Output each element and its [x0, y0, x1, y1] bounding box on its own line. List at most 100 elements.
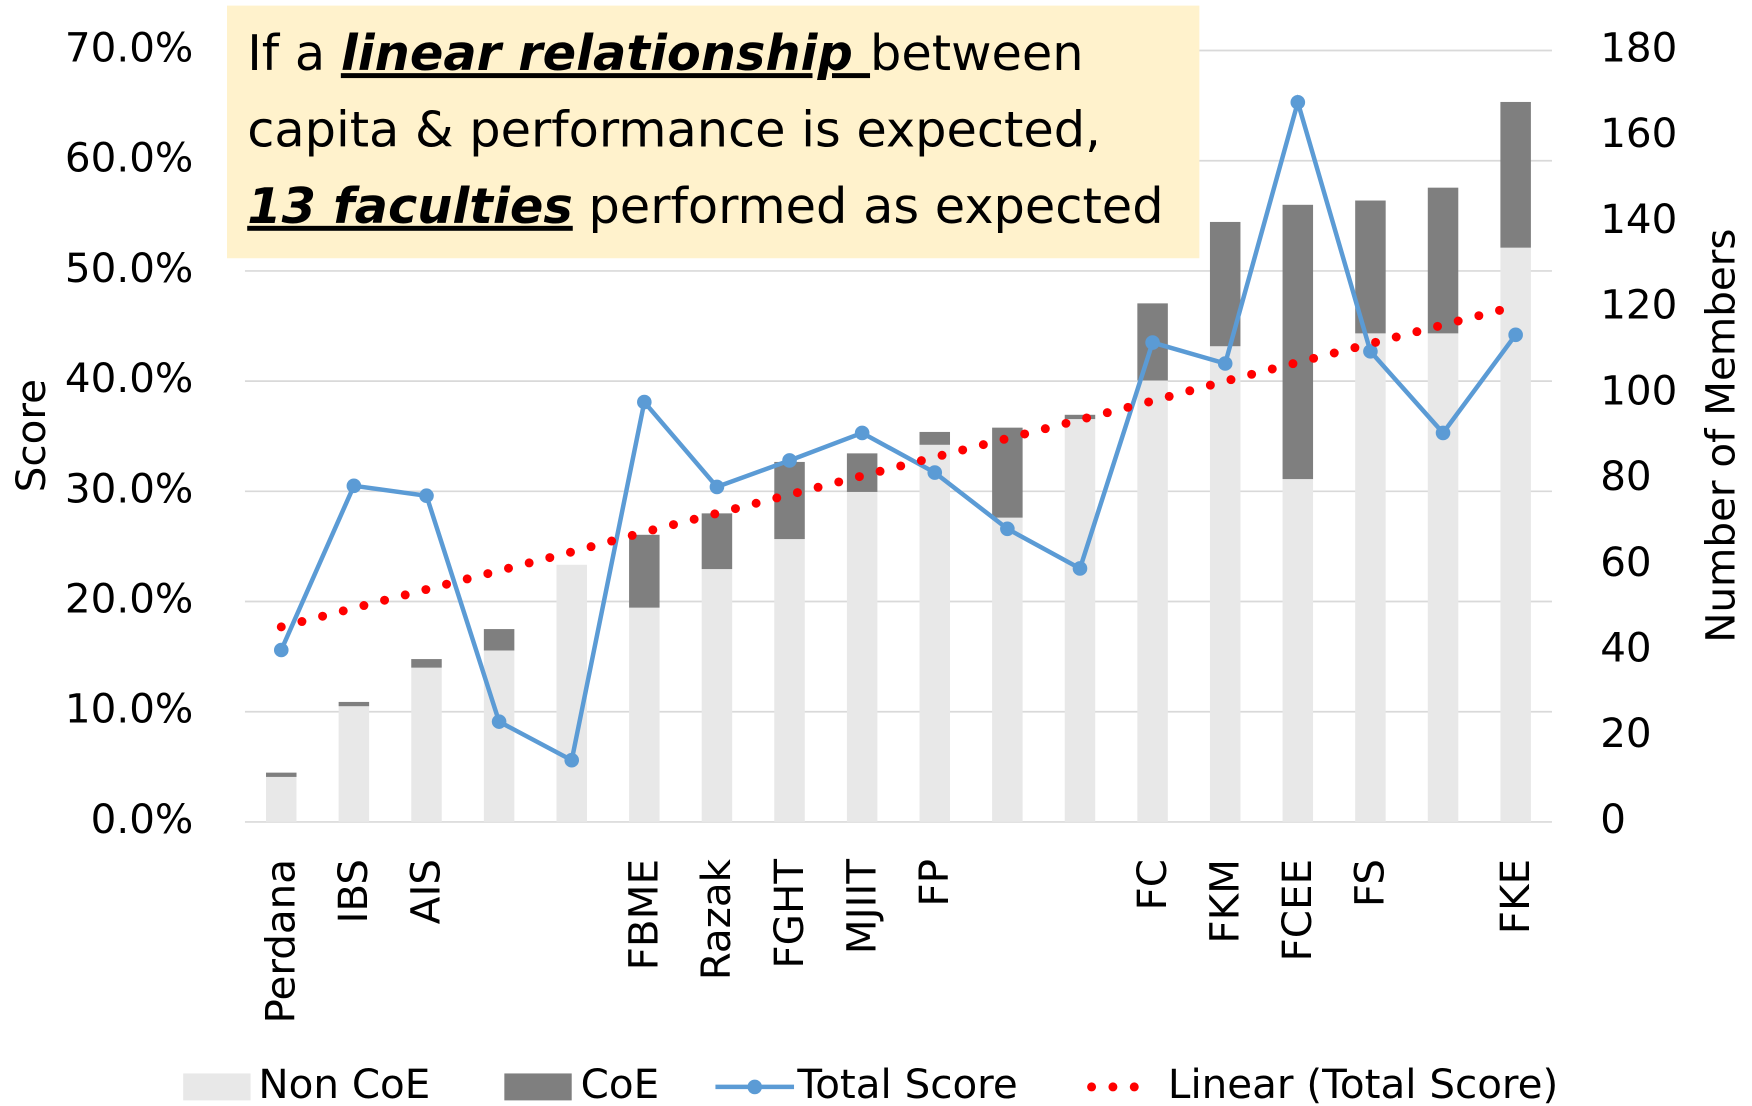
x-tick-label: Razak: [692, 858, 740, 980]
x-tick-label: FS: [1346, 859, 1394, 907]
x-tick-label: FKE: [1491, 859, 1539, 934]
annotation-text: performed as expected: [573, 176, 1164, 234]
bar: [266, 772, 297, 777]
y2-tick-label: 160: [1600, 109, 1677, 157]
annotation-text: between: [870, 24, 1084, 82]
bar: [701, 513, 733, 570]
score-line: [279, 94, 1518, 764]
legend-label: Non CoE: [258, 1060, 430, 1106]
annotation-line: capita & performance is expected,: [247, 100, 1101, 158]
bar: [266, 776, 297, 822]
y-tick-label: 70.0%: [65, 24, 193, 72]
score-point: [1363, 344, 1378, 359]
score-point: [1145, 335, 1160, 350]
y-tick-label: 20.0%: [65, 575, 193, 623]
y2-tick-label: 100: [1600, 366, 1677, 414]
legend-label: Total Score: [796, 1060, 1017, 1106]
annotation-line: If a linear relationship between: [247, 24, 1083, 82]
x-tick-label: FKM: [1200, 859, 1248, 944]
y2-tick-label: 180: [1600, 24, 1677, 72]
y2-tick-label: 20: [1600, 709, 1651, 757]
score-point: [1435, 425, 1451, 441]
annotation-line: 13 faculties performed as expected: [247, 176, 1163, 234]
score-point: [1072, 561, 1088, 576]
legend-swatch: [747, 1079, 763, 1095]
y-tick-label: 60.0%: [65, 134, 193, 182]
y2-tick-label: 140: [1600, 195, 1677, 243]
x-tick-label: FCEE: [1273, 859, 1321, 962]
legend-swatch: [183, 1073, 251, 1101]
x-tick-label: IBS: [329, 859, 377, 924]
bar: [629, 534, 660, 608]
score-point: [491, 714, 507, 729]
x-tick-label: MJIIT: [837, 859, 885, 955]
bar: [992, 427, 1023, 518]
y-tick-label: 0.0%: [91, 795, 194, 843]
legend-swatch: [504, 1073, 572, 1101]
legend-label: CoE: [581, 1060, 659, 1106]
score-point: [273, 642, 289, 658]
y2-tick-label: 0: [1600, 795, 1626, 843]
annotation-text: If a: [247, 24, 341, 82]
bar: [556, 564, 587, 822]
bar: [1500, 247, 1531, 822]
bar: [1064, 419, 1096, 822]
annotation-box: [226, 5, 1200, 259]
score-point: [564, 752, 580, 768]
bar: [919, 431, 951, 445]
bar: [1282, 204, 1314, 480]
y-tick-label: 30.0%: [65, 464, 193, 512]
y2-tick-label: 40: [1600, 624, 1651, 672]
bar: [411, 667, 442, 822]
bar: [846, 453, 878, 492]
y-axis-title: Score: [7, 379, 55, 492]
score-point: [927, 465, 943, 480]
bar: [338, 701, 370, 707]
bar: [629, 607, 660, 822]
score-point: [1290, 95, 1306, 110]
bar: [919, 444, 951, 822]
bar: [1427, 187, 1459, 334]
bar: [411, 659, 442, 668]
y2-tick-label: 60: [1600, 538, 1651, 586]
annotation-text: linear relationship: [341, 24, 870, 82]
score-point: [709, 479, 725, 495]
y2-tick-label: 80: [1600, 452, 1651, 500]
score-point: [854, 425, 870, 441]
bar: [1209, 346, 1241, 822]
score-point: [782, 453, 797, 468]
bar: [1137, 380, 1168, 822]
bar: [701, 569, 733, 822]
x-tick-label: FC: [1128, 859, 1176, 910]
annotation-text: capita & performance is expected,: [247, 100, 1101, 158]
bar: [774, 539, 805, 822]
bar: [338, 706, 370, 822]
x-tick-label: FBME: [620, 859, 668, 970]
bar: [1500, 101, 1531, 248]
score-point: [1508, 327, 1523, 343]
y-tick-label: 40.0%: [65, 354, 193, 402]
score-point: [1000, 521, 1015, 537]
score-point: [1217, 356, 1233, 371]
y2-tick-label: 120: [1600, 281, 1677, 329]
x-tick-label: FGHT: [765, 859, 813, 969]
y2-axis-title: Number of Members: [1697, 229, 1745, 643]
bar: [1355, 333, 1386, 822]
x-tick-label: FP: [910, 859, 958, 907]
bar: [846, 491, 878, 822]
score-point: [419, 488, 434, 504]
score-point: [637, 394, 652, 410]
bar: [483, 650, 515, 822]
bar: [1427, 333, 1459, 822]
bar: [1282, 479, 1314, 822]
y-tick-label: 50.0%: [65, 244, 193, 292]
bar: [992, 517, 1023, 822]
bar: [1064, 414, 1096, 420]
trend-line: [276, 301, 1521, 632]
x-tick-label: AIS: [402, 859, 450, 924]
score-point: [346, 478, 362, 494]
y-tick-label: 10.0%: [65, 685, 193, 733]
bar: [483, 629, 515, 651]
